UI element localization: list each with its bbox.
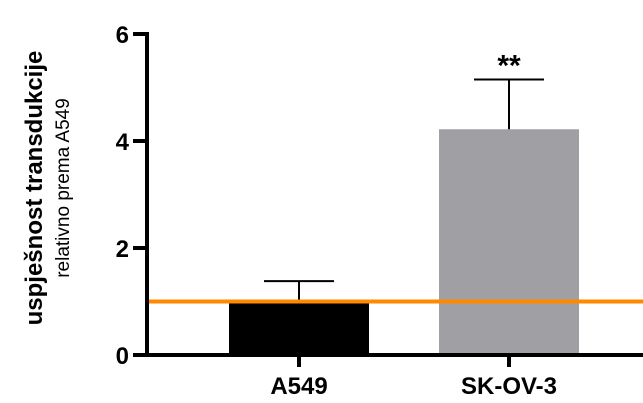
bar-a549 <box>229 301 369 355</box>
y-axis-label: uspješnost transdukcije <box>21 51 48 326</box>
x-tick-label-sk-ov-3: SK-OV-3 <box>461 373 557 400</box>
x-tick-label-a549: A549 <box>270 373 327 400</box>
y-tick-label-0: 0 <box>116 343 129 370</box>
y-tick-label-6: 6 <box>116 22 129 49</box>
y-axis-title-group: uspješnost transdukcije relativno prema … <box>21 51 74 326</box>
y-axis-sublabel: relativno prema A549 <box>53 98 74 278</box>
significance-marker-sk-ov-3: ** <box>497 49 521 82</box>
bar-sk-ov-3 <box>439 129 579 355</box>
y-tick-label-2: 2 <box>116 236 129 263</box>
y-tick-label-4: 4 <box>116 129 130 156</box>
